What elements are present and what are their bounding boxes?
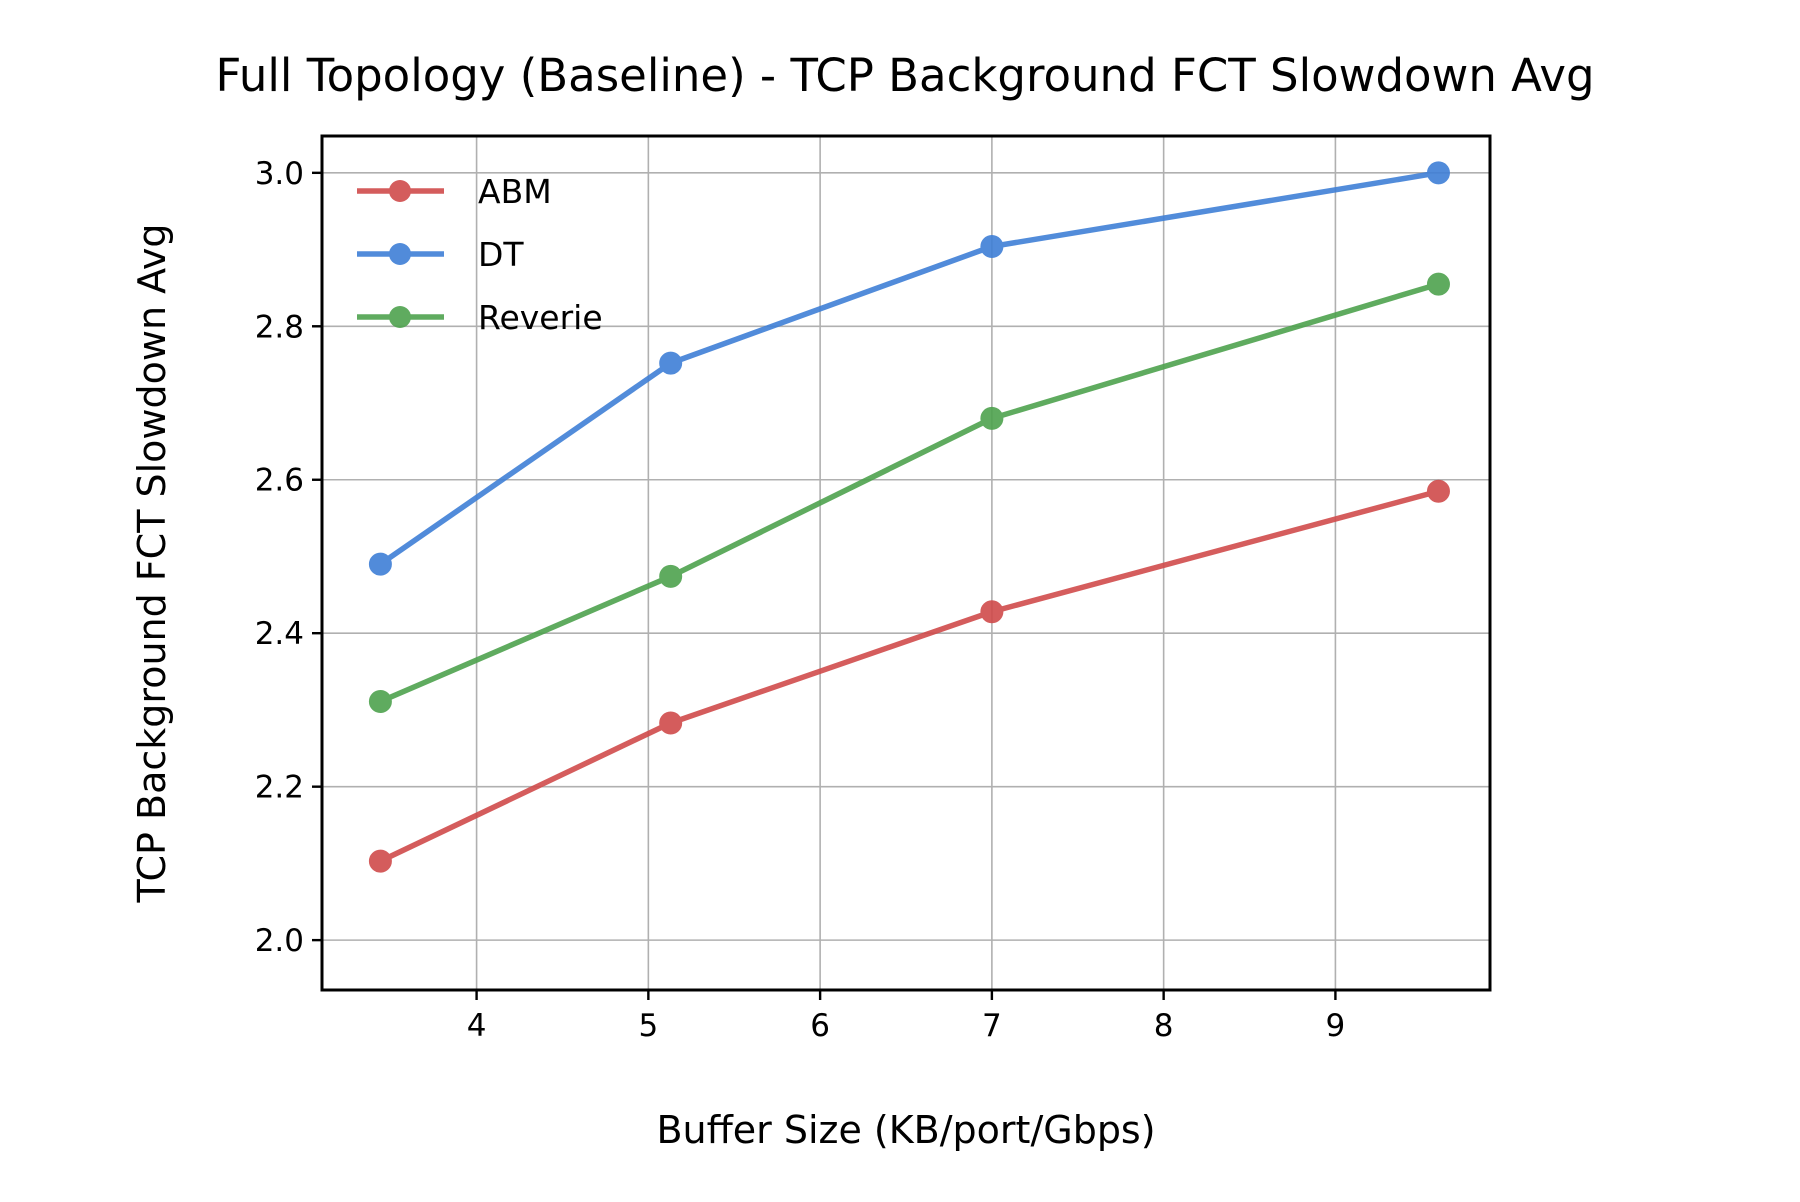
chart-title: Full Topology (Baseline) - TCP Backgroun… xyxy=(215,49,1594,102)
y-tick-label: 2.0 xyxy=(255,923,304,959)
legend-swatch-marker xyxy=(389,306,411,328)
data-point-dt xyxy=(659,351,683,375)
data-point-reverie xyxy=(1426,272,1450,296)
y-tick-label: 2.6 xyxy=(255,463,304,499)
x-tick-label: 4 xyxy=(467,1008,487,1044)
series-abm xyxy=(368,479,1450,873)
series-dt xyxy=(368,161,1450,576)
legend-swatch-marker xyxy=(389,243,411,265)
plot-frame xyxy=(320,134,1492,992)
x-tick-label: 5 xyxy=(638,1008,658,1044)
data-point-dt xyxy=(1426,161,1450,185)
legend-label: Reverie xyxy=(478,298,603,337)
y-axis-title: TCP Background FCT Slowdown Avg xyxy=(130,224,174,904)
series-line-dt xyxy=(377,170,1442,567)
series-reverie xyxy=(368,272,1450,713)
x-tick-label: 9 xyxy=(1326,1008,1346,1044)
y-tick-label: 3.0 xyxy=(255,156,304,192)
data-point-reverie xyxy=(980,406,1004,430)
legend-label: DT xyxy=(478,235,524,274)
data-point-reverie xyxy=(659,564,683,588)
data-point-abm xyxy=(659,711,683,735)
x-axis: 4 5 6 7 8 9 xyxy=(467,990,1346,1044)
legend: ABM DT Reverie xyxy=(357,172,603,337)
y-tick-label: 2.2 xyxy=(255,770,304,806)
data-point-abm xyxy=(1426,479,1450,503)
x-tick-label: 8 xyxy=(1154,1008,1174,1044)
x-tick-label: 6 xyxy=(810,1008,830,1044)
y-axis: 2.0 2.2 2.4 2.6 2.8 3.0 xyxy=(255,156,322,959)
legend-item-reverie xyxy=(357,306,444,328)
legend-label: ABM xyxy=(478,172,552,211)
y-tick-label: 2.8 xyxy=(255,309,304,345)
series-line-abm xyxy=(377,488,1442,864)
series-line-reverie xyxy=(377,281,1442,705)
legend-swatch-marker xyxy=(389,180,411,202)
x-tick-label: 7 xyxy=(982,1008,1002,1044)
data-point-abm xyxy=(980,600,1004,624)
series-layer xyxy=(368,161,1450,873)
legend-item-abm xyxy=(357,180,444,202)
data-point-dt xyxy=(368,552,392,576)
x-axis-title: Buffer Size (KB/port/Gbps) xyxy=(656,1108,1155,1152)
data-point-reverie xyxy=(368,689,392,713)
data-point-abm xyxy=(368,849,392,873)
legend-item-dt xyxy=(357,243,444,265)
data-point-dt xyxy=(980,234,1004,258)
y-tick-label: 2.4 xyxy=(255,616,304,652)
